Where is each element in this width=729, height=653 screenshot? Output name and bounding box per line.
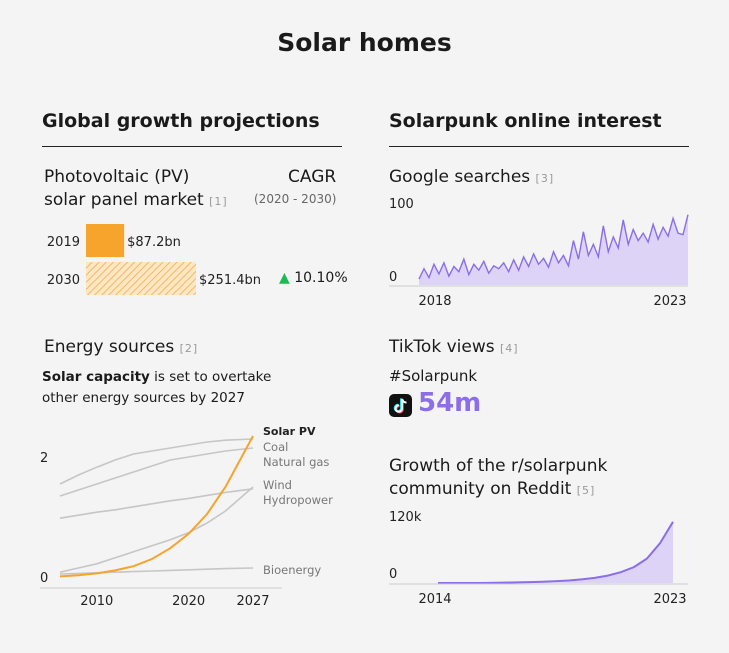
google-xtick-label: 2023 — [653, 294, 686, 309]
left-heading-rule — [42, 146, 342, 147]
reddit-heading-line1: Growth of the r/solarpunk — [389, 456, 608, 476]
left-heading: Global growth projections — [42, 110, 320, 132]
energy-series-label: Bioenergy — [263, 563, 321, 577]
pv-value-label: $251.4bn — [199, 273, 261, 288]
reddit-line — [438, 521, 674, 584]
reddit-area — [438, 521, 673, 583]
google-heading: Google searches [3] — [389, 167, 554, 187]
right-heading-rule — [389, 146, 689, 147]
energy-xtick-label: 2010 — [80, 594, 113, 609]
energy-ref: [2] — [179, 342, 199, 355]
cagr-value-text: 10.10% — [294, 270, 348, 286]
energy-xtick-label: 2020 — [172, 594, 205, 609]
google-heading-text: Google searches — [389, 167, 531, 187]
energy-description: Solar capacity is set to overtake other … — [42, 367, 271, 409]
reddit-heading-line2: community on Reddit [5] — [389, 479, 595, 499]
energy-desc-bold: Solar capacity — [42, 369, 150, 385]
energy-ytick-label: 0 — [40, 571, 48, 586]
tiktok-ref: [4] — [499, 342, 519, 355]
energy-series-line — [59, 447, 254, 497]
pv-year-label: 2030 — [47, 273, 80, 288]
tiktok-heading: TikTok views [4] — [389, 337, 519, 357]
right-heading: Solarpunk online interest — [389, 110, 662, 132]
tiktok-heading-text: TikTok views — [389, 337, 495, 357]
energy-ytick-label: 2 — [40, 451, 48, 466]
energy-series-line — [59, 486, 254, 573]
energy-desc-line2: other energy sources by 2027 — [42, 390, 245, 406]
pv-label-line1: Photovoltaic (PV) — [44, 167, 190, 187]
energy-series-label: Solar PV — [263, 425, 316, 438]
reddit-xtick-label: 2014 — [418, 592, 451, 607]
energy-series-line — [59, 438, 254, 485]
energy-xtick-label: 2027 — [236, 594, 269, 609]
energy-series-label: Hydropower — [263, 493, 333, 507]
energy-heading-text: Energy sources — [44, 337, 175, 357]
reddit-ytick-label: 0 — [389, 567, 397, 582]
tiktok-hashtag: #Solarpunk — [389, 367, 478, 385]
reddit-xtick-label: 2023 — [653, 592, 686, 607]
cagr-period: (2020 - 2030) — [254, 192, 337, 206]
tiktok-views: 54m — [418, 388, 482, 418]
energy-desc-rest: is set to overtake — [149, 369, 272, 385]
pv-label-text: solar panel market — [44, 190, 204, 210]
energy-series-label: Coal — [263, 440, 288, 454]
google-ytick-label: 0 — [389, 270, 397, 285]
tiktok-logo-icon — [389, 394, 412, 417]
page-title: Solar homes — [277, 28, 452, 57]
energy-series-label: Natural gas — [263, 455, 329, 469]
reddit-heading-text: community on Reddit — [389, 479, 572, 499]
growth-arrow-icon: ▲ — [279, 270, 290, 286]
reddit-ref: [5] — [576, 484, 596, 497]
google-line — [418, 214, 689, 280]
pv-ref: [1] — [209, 195, 228, 208]
energy-series-line — [59, 435, 254, 578]
pv-bar — [86, 262, 196, 295]
reddit-ytick-label: 120k — [389, 510, 422, 525]
pv-bar — [86, 224, 125, 257]
google-xtick-label: 2018 — [418, 294, 451, 309]
pv-label-line2: solar panel market [1] — [44, 190, 228, 210]
google-ref: [3] — [535, 172, 555, 185]
google-ytick-label: 100 — [389, 197, 414, 212]
pv-value-label: $87.2bn — [127, 235, 181, 250]
pv-year-label: 2019 — [47, 235, 80, 250]
energy-heading: Energy sources [2] — [44, 337, 198, 357]
cagr-value: ▲ 10.10% — [279, 270, 348, 286]
cagr-label: CAGR — [288, 167, 337, 187]
energy-series-line — [59, 488, 254, 519]
energy-series-label: Wind — [263, 478, 292, 492]
tiktok-note-icon — [393, 398, 407, 414]
